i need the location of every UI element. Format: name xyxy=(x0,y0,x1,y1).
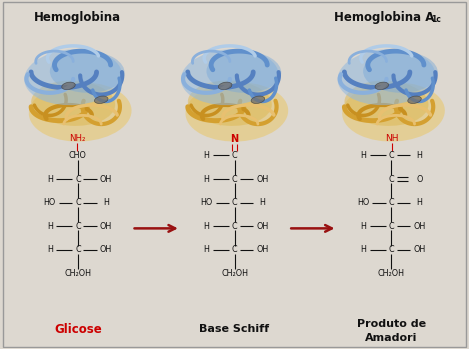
Ellipse shape xyxy=(31,81,115,126)
Text: Hemoglobina A: Hemoglobina A xyxy=(334,11,434,24)
Ellipse shape xyxy=(94,96,108,104)
Text: Produto de
Amadori: Produto de Amadori xyxy=(356,319,426,342)
Ellipse shape xyxy=(338,49,435,105)
Text: H: H xyxy=(47,174,53,184)
Ellipse shape xyxy=(185,82,288,142)
Text: CH₂OH: CH₂OH xyxy=(64,269,91,278)
Text: H: H xyxy=(260,198,265,207)
Ellipse shape xyxy=(408,96,421,104)
Text: C: C xyxy=(232,222,237,231)
Text: H: H xyxy=(416,151,422,160)
Ellipse shape xyxy=(342,82,445,142)
Text: H: H xyxy=(47,222,53,231)
Text: N: N xyxy=(230,134,239,144)
Text: O: O xyxy=(416,174,423,184)
Ellipse shape xyxy=(181,49,279,105)
Text: OH: OH xyxy=(257,174,269,184)
Ellipse shape xyxy=(188,81,272,126)
Text: C: C xyxy=(388,174,394,184)
Ellipse shape xyxy=(375,82,389,90)
Text: C: C xyxy=(388,222,394,231)
Text: C: C xyxy=(75,222,81,231)
Text: HO: HO xyxy=(200,198,212,207)
Text: Hemoglobina: Hemoglobina xyxy=(34,11,121,24)
Text: 1c: 1c xyxy=(431,15,441,24)
Text: H: H xyxy=(204,174,209,184)
Text: NH₂: NH₂ xyxy=(69,134,86,143)
Text: C: C xyxy=(388,151,394,160)
Text: C: C xyxy=(75,174,81,184)
Text: H: H xyxy=(204,222,209,231)
Text: OH: OH xyxy=(413,222,425,231)
Text: C: C xyxy=(232,151,237,160)
Text: C: C xyxy=(388,198,394,207)
Text: CH₂OH: CH₂OH xyxy=(221,269,248,278)
Text: Base Schiff: Base Schiff xyxy=(199,324,270,334)
Text: OH: OH xyxy=(257,245,269,254)
Ellipse shape xyxy=(29,82,131,142)
Text: HO: HO xyxy=(44,198,56,207)
Ellipse shape xyxy=(206,51,281,93)
Text: C: C xyxy=(232,245,237,254)
Text: OH: OH xyxy=(413,245,425,254)
Text: C: C xyxy=(75,245,81,254)
Text: CHO: CHO xyxy=(69,151,87,160)
Text: C: C xyxy=(75,198,81,207)
Text: H: H xyxy=(416,198,422,207)
Text: CH₂OH: CH₂OH xyxy=(378,269,405,278)
Ellipse shape xyxy=(251,96,265,104)
Text: H: H xyxy=(204,245,209,254)
Text: Glicose: Glicose xyxy=(54,323,102,336)
Ellipse shape xyxy=(24,49,122,105)
Ellipse shape xyxy=(50,51,125,93)
Text: OH: OH xyxy=(257,222,269,231)
Ellipse shape xyxy=(344,81,429,126)
Text: H: H xyxy=(204,151,209,160)
Ellipse shape xyxy=(219,82,232,90)
Text: HO: HO xyxy=(357,198,369,207)
Text: H: H xyxy=(360,151,366,160)
Text: C: C xyxy=(232,198,237,207)
Text: NH: NH xyxy=(386,134,399,143)
Text: C: C xyxy=(232,174,237,184)
Text: H: H xyxy=(103,198,109,207)
Text: OH: OH xyxy=(100,222,112,231)
Text: OH: OH xyxy=(100,174,112,184)
Text: H: H xyxy=(47,245,53,254)
Ellipse shape xyxy=(62,82,76,90)
Text: OH: OH xyxy=(100,245,112,254)
Text: C: C xyxy=(388,245,394,254)
Text: H: H xyxy=(360,245,366,254)
Text: H: H xyxy=(360,222,366,231)
Ellipse shape xyxy=(363,51,438,93)
